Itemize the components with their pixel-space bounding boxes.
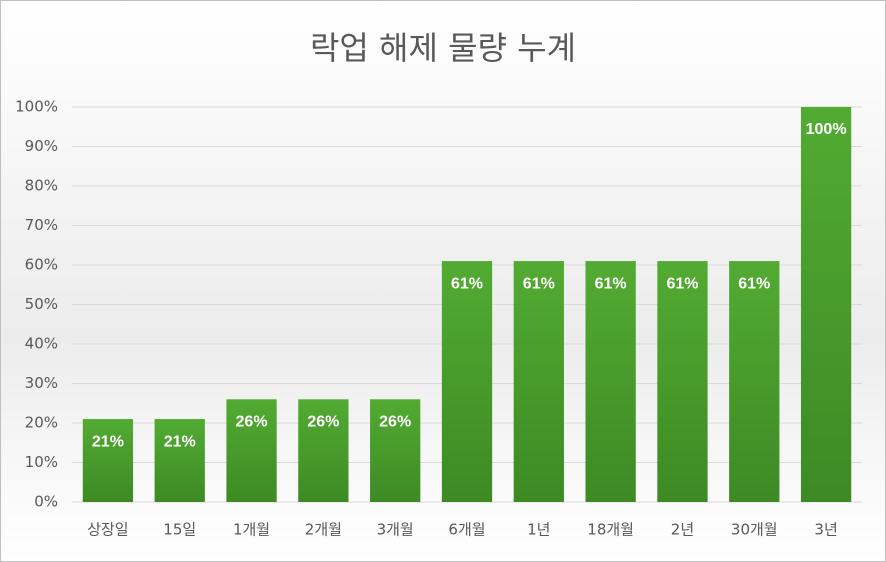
x-tick-label: 6개월 xyxy=(448,521,485,539)
y-tick-label: 80% xyxy=(25,177,58,195)
value-label: 61% xyxy=(451,275,483,292)
chart-title: 락업 해제 물량 누계 xyxy=(310,29,576,67)
x-tick-label: 2년 xyxy=(671,521,694,539)
bar xyxy=(657,261,708,502)
y-tick-label: 60% xyxy=(25,256,58,274)
bar xyxy=(441,261,493,502)
bar xyxy=(513,261,564,502)
bar xyxy=(82,419,134,502)
x-tick-label: 15일 xyxy=(163,521,196,539)
bar xyxy=(154,419,205,502)
bar xyxy=(226,399,277,502)
value-label: 26% xyxy=(379,414,411,431)
y-tick-label: 90% xyxy=(25,137,58,155)
value-label: 21% xyxy=(164,433,196,450)
bar xyxy=(800,107,852,502)
y-tick-label: 50% xyxy=(25,295,58,313)
value-label: 61% xyxy=(738,275,770,292)
y-tick-label: 0% xyxy=(34,493,58,511)
x-tick-label: 2개월 xyxy=(305,521,342,539)
y-tick-label: 100% xyxy=(15,98,58,116)
y-tick-label: 10% xyxy=(25,453,58,471)
value-label: 26% xyxy=(307,414,339,431)
value-label: 61% xyxy=(595,275,627,292)
x-tick-label: 30개월 xyxy=(731,521,778,539)
x-tick-label: 3개월 xyxy=(377,521,414,539)
bar xyxy=(585,261,636,502)
x-tick-label: 18개월 xyxy=(587,521,634,539)
value-label: 61% xyxy=(666,275,698,292)
value-label: 21% xyxy=(92,433,124,450)
x-tick-label: 1개월 xyxy=(233,521,270,539)
y-tick-label: 70% xyxy=(25,216,58,234)
x-tick-label: 1년 xyxy=(527,521,550,539)
value-label: 61% xyxy=(523,275,555,292)
x-tick-label: 상장일 xyxy=(87,521,128,539)
y-tick-label: 30% xyxy=(25,374,58,392)
bar xyxy=(729,261,780,502)
y-tick-label: 40% xyxy=(25,335,58,353)
y-tick-label: 20% xyxy=(25,414,58,432)
value-label: 100% xyxy=(806,121,847,138)
value-label: 26% xyxy=(236,414,268,431)
x-tick-label: 3년 xyxy=(814,521,837,539)
bar xyxy=(298,399,349,502)
bar xyxy=(370,399,421,502)
